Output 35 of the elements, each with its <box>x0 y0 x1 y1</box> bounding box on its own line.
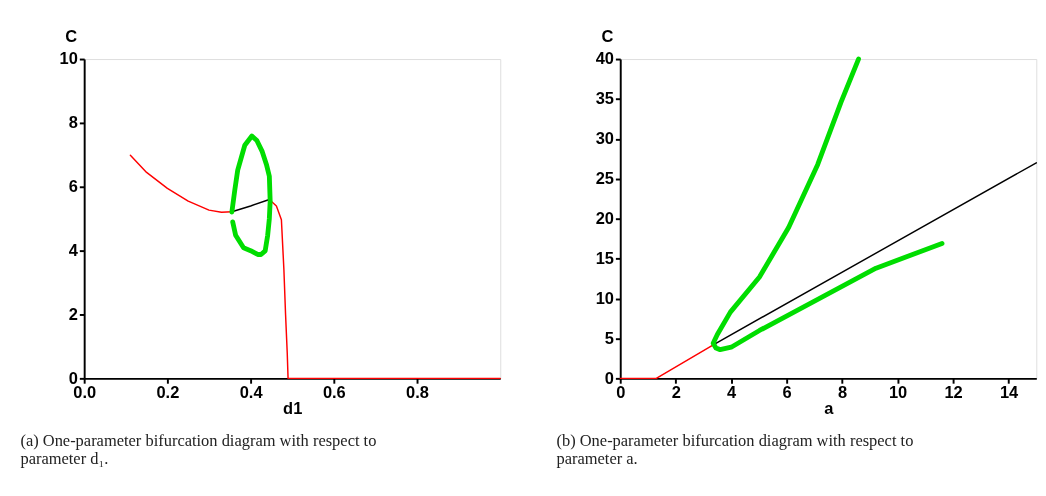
y-tick-label: 5 <box>604 328 614 347</box>
line-series <box>229 133 273 257</box>
y-tick-label: 20 <box>595 209 614 228</box>
y-axis-title: C <box>601 27 614 46</box>
x-tick-label: 12 <box>944 383 963 402</box>
y-tick-label: 35 <box>595 89 614 108</box>
x-tick-label: 0.8 <box>406 383 429 402</box>
x-tick-label: 8 <box>838 383 848 402</box>
x-tick-label: 4 <box>727 383 738 402</box>
y-tick-label: 6 <box>68 177 78 196</box>
text: (a) One-parameter bifurcation diagram with respect to parameter d₁. <box>20 431 377 469</box>
y-tick-label: 0 <box>604 368 614 387</box>
x-tick-label: 10 <box>888 383 908 402</box>
y-tick-label: 40 <box>595 49 614 68</box>
x-axis-title: d1 <box>283 398 303 417</box>
y-tick-label: 8 <box>68 113 78 132</box>
line-series <box>129 154 233 214</box>
x-tick-label: 0 <box>616 383 626 402</box>
line-series <box>710 56 945 353</box>
y-tick-label: 15 <box>595 248 614 267</box>
y-tick-label: 25 <box>595 169 614 188</box>
text: (b) One-parameter bifurcation diagram with respect to parameter a. <box>556 431 914 469</box>
y-tick-label: 30 <box>595 129 614 148</box>
y-tick-label: 10 <box>595 288 614 307</box>
x-tick-label: 6 <box>782 383 792 402</box>
x-axis-title: a <box>824 398 835 417</box>
x-tick-label: 14 <box>999 383 1020 402</box>
x-tick-label: 0.4 <box>239 383 264 402</box>
y-tick-label: 2 <box>68 304 78 323</box>
y-tick-label: 4 <box>68 240 79 259</box>
x-tick-label: 0.2 <box>156 383 180 402</box>
y-tick-label: 10 <box>59 49 78 68</box>
x-tick-label: 2 <box>671 383 681 402</box>
x-tick-label: 0.6 <box>322 383 346 402</box>
y-axis-title: C <box>65 27 78 46</box>
